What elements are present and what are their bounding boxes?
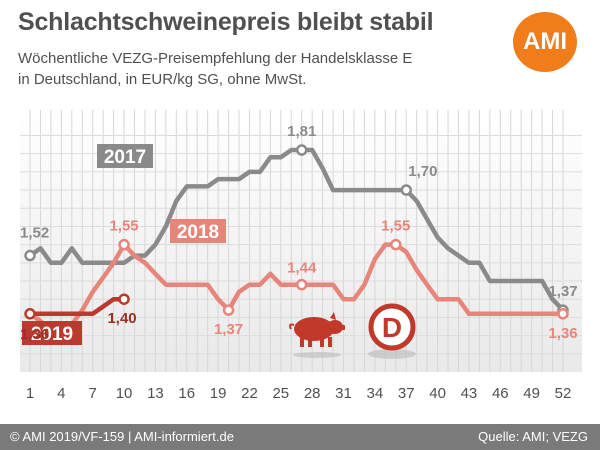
subtitle-line-2: in Deutschland, in EUR/kg SG, ohne MwSt. [18, 71, 307, 88]
data-point-marker [118, 293, 130, 305]
country-label: D [382, 312, 402, 343]
x-tick-label: 28 [304, 385, 321, 402]
footer-copyright: © AMI 2019/VF-159 | AMI-informiert.de [10, 429, 234, 444]
data-label: 1,55 [381, 218, 410, 235]
series-tag-box-2019 [22, 321, 82, 345]
x-tick-label: 1 [26, 385, 34, 402]
data-point-marker [295, 278, 308, 291]
country-d-icon: D [368, 303, 416, 359]
data-label: 1,40 [107, 310, 136, 327]
x-axis-ticks: 1 4 7 10 13 16 19 22 25 28 31 34 37 40 43 46 49 52 [26, 385, 572, 402]
data-label: 1,70 [408, 163, 437, 180]
x-tick-label: 4 [57, 385, 65, 402]
data-point-marker [24, 308, 36, 320]
x-tick-label: 13 [147, 385, 164, 402]
data-label: 1,36 [548, 325, 577, 342]
chart-title: Schlachtschweinepreis bleibt stabil [18, 8, 434, 36]
series-tag-box-2017 [97, 144, 153, 168]
data-label: 1,81 [287, 123, 316, 140]
data-point-marker [557, 308, 569, 320]
subtitle-line-1: Wöchentliche VEZG-Preisempfehlung der Ha… [18, 50, 413, 67]
data-label: 1,55 [109, 218, 138, 235]
data-label: 1,44 [287, 260, 317, 277]
data-label: 1,52 [20, 225, 49, 242]
x-tick-label: 7 [89, 385, 97, 402]
ami-logo: AMI [513, 12, 577, 72]
data-label: 1,37 [548, 283, 577, 300]
x-tick-label: 22 [241, 385, 258, 402]
label-layer: 1,52 1,81 1,70 1,37 1,55 1,37 1,44 1,55 1,36 1,36… [20, 123, 578, 343]
data-point-marker [118, 238, 130, 251]
price-chart: 2017 2018 2019 1,52 1,81 1,70 1,37 1,55 1,37 1,4… [20, 110, 582, 402]
footer-bar: © AMI 2019/VF-159 | AMI-informiert.de Qu… [0, 424, 600, 450]
x-tick-label: 37 [398, 385, 415, 402]
x-tick-label: 46 [492, 385, 509, 402]
data-point-marker [295, 144, 308, 156]
x-tick-label: 34 [367, 385, 384, 402]
pig-icon [289, 312, 345, 358]
x-tick-label: 31 [335, 385, 352, 402]
series-tag-box-2018 [170, 219, 226, 243]
chart-subtitle: Wöchentliche VEZG-Preisempfehlung der Ha… [18, 48, 412, 90]
x-tick-label: 16 [178, 385, 195, 402]
x-tick-label: 40 [429, 385, 446, 402]
x-tick-label: 49 [523, 385, 540, 402]
data-point-marker [390, 238, 402, 251]
marker-layer [24, 144, 569, 320]
data-label: 1,36 [20, 326, 49, 343]
series-tag-2017: 2017 [104, 147, 146, 168]
x-tick-label: 52 [555, 385, 572, 402]
x-tick-label: 10 [116, 385, 133, 402]
data-label: 1,37 [214, 321, 243, 338]
data-point-marker [222, 304, 235, 316]
x-tick-label: 19 [210, 385, 227, 402]
series-tag-2019: 2019 [31, 324, 73, 345]
series-line-2019 [27, 296, 127, 317]
x-tick-label: 43 [461, 385, 478, 402]
series-tag-2018: 2018 [177, 222, 219, 243]
x-tick-label: 25 [272, 385, 289, 402]
footer-source: Quelle: AMI; VEZG [478, 429, 588, 444]
data-point-marker [400, 184, 412, 196]
data-point-marker [24, 249, 36, 262]
